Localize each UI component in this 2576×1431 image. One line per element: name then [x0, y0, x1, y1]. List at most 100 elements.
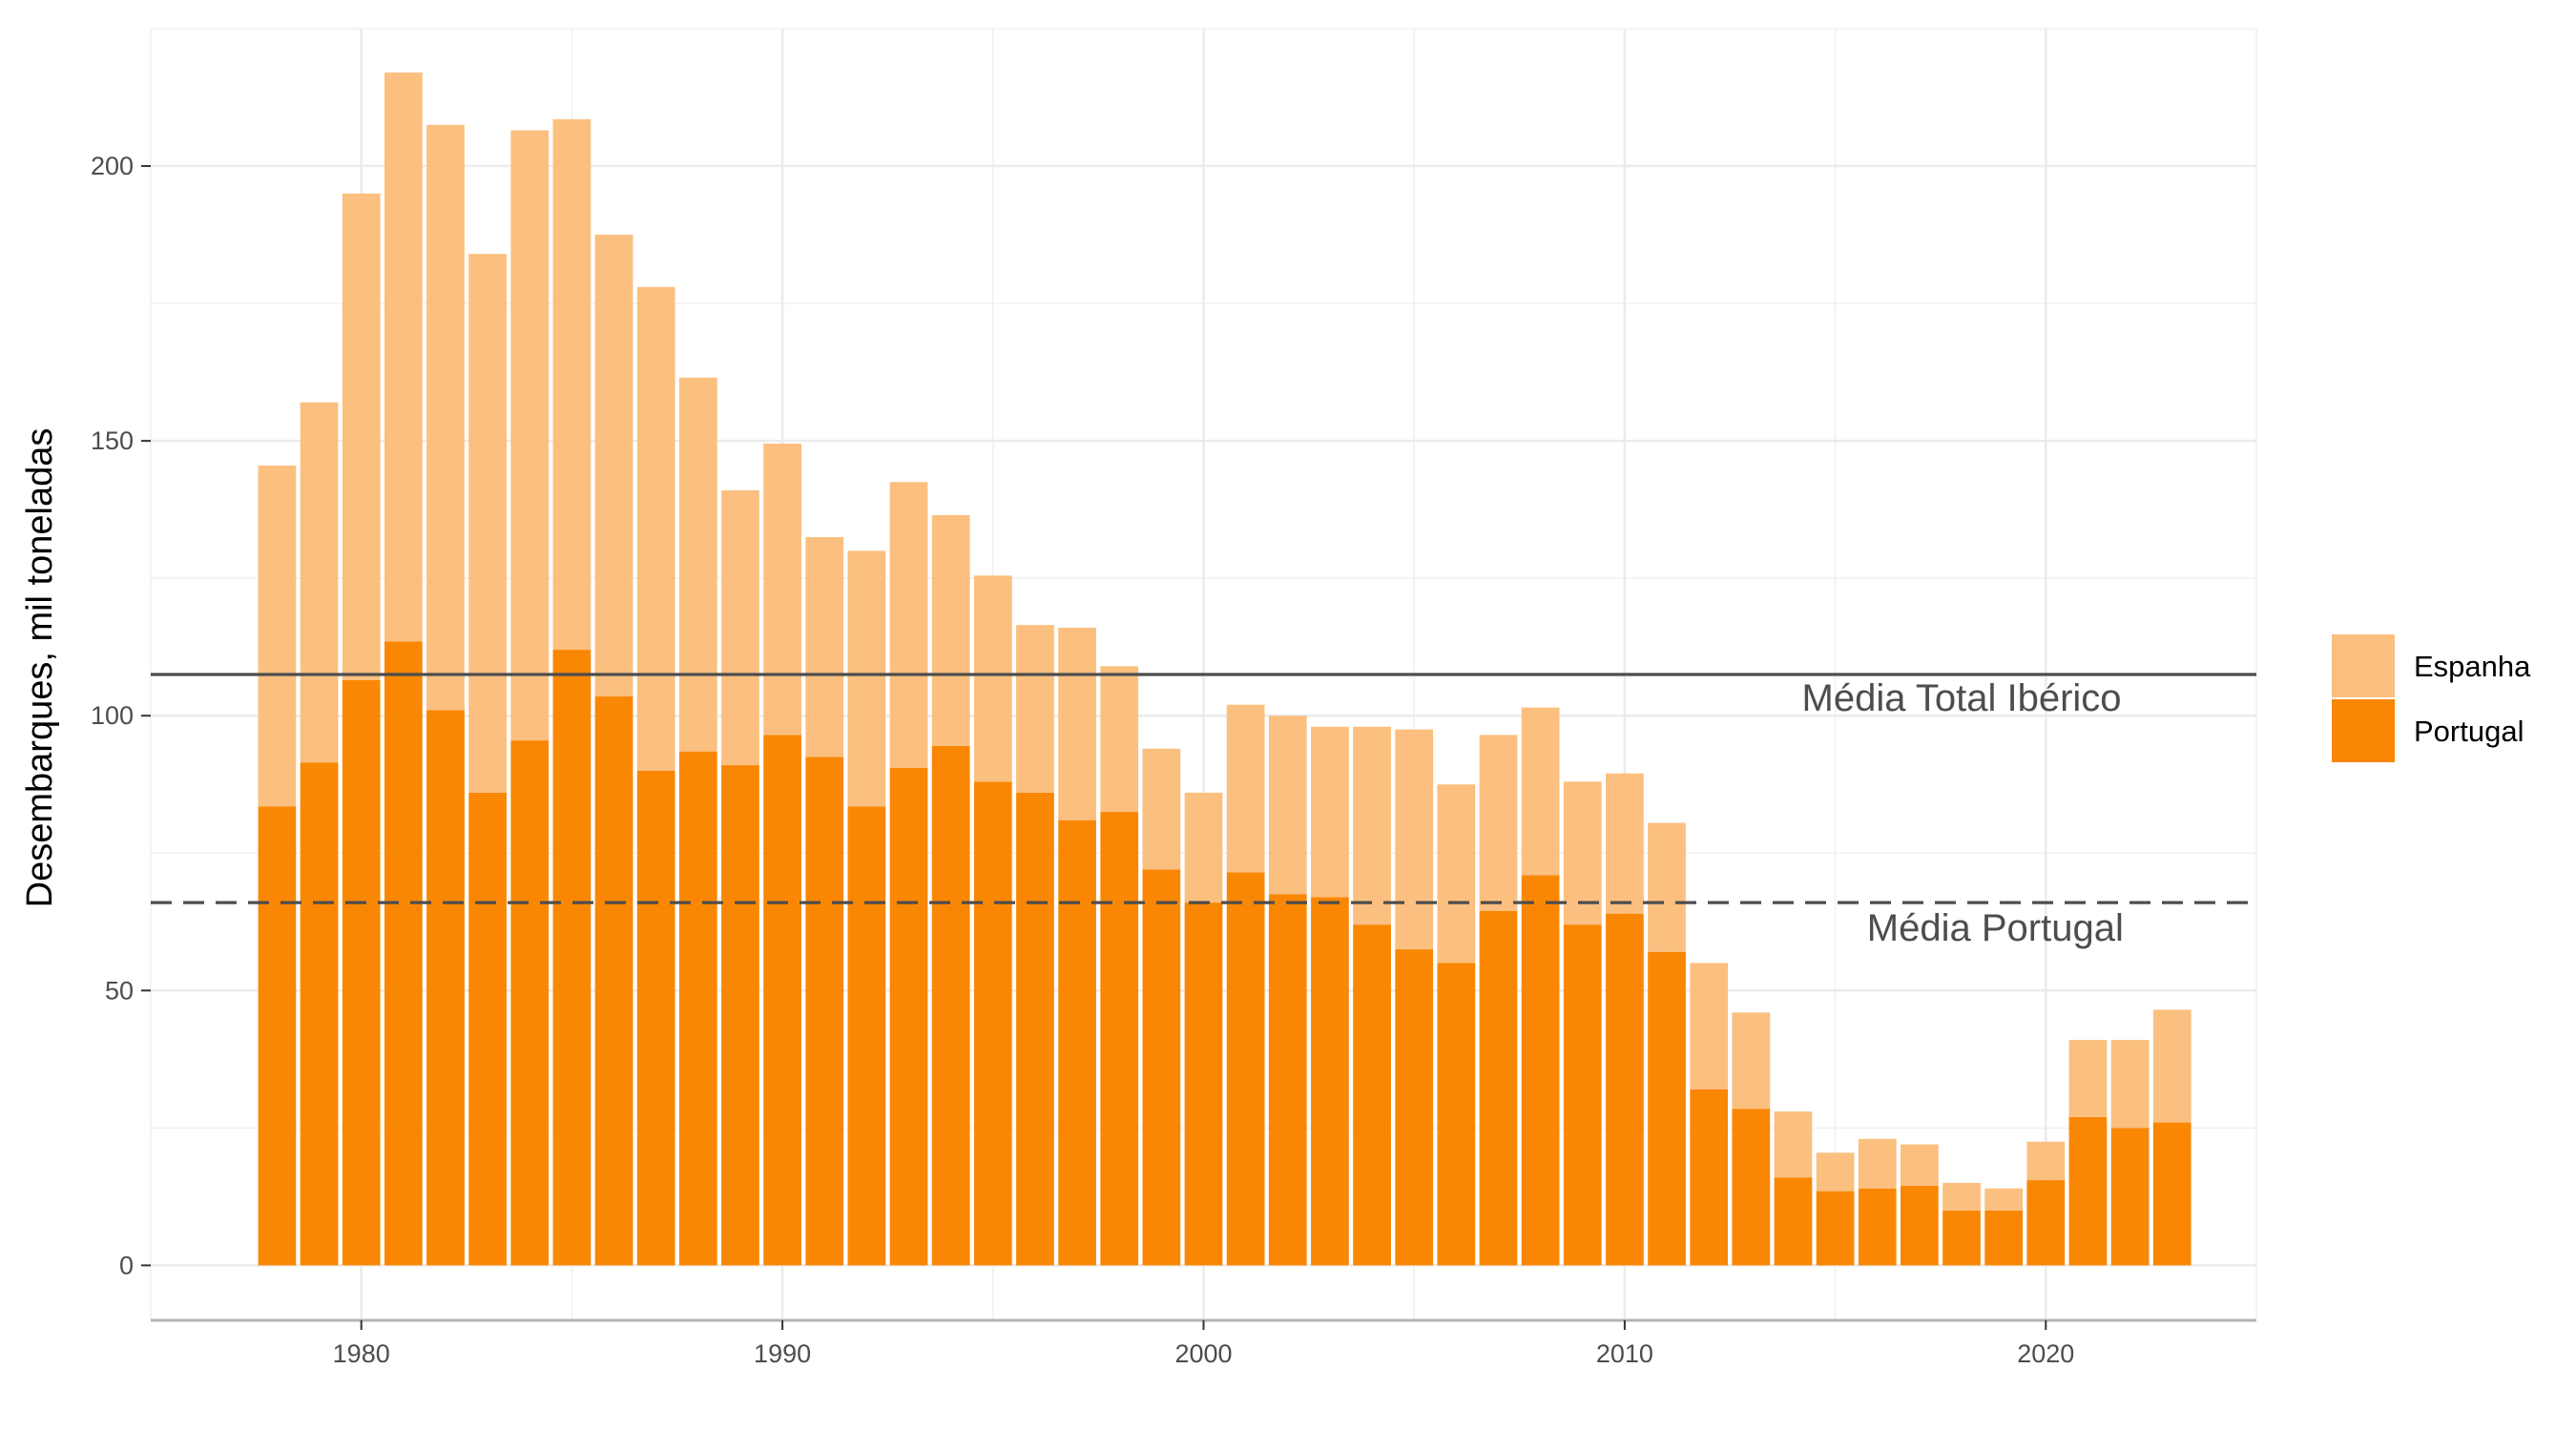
bar-portugal: [847, 806, 886, 1266]
bar-portugal: [1142, 869, 1181, 1266]
x-tick-label: 2000: [1174, 1339, 1232, 1368]
bar-espanha: [1816, 1152, 1855, 1192]
bar-portugal: [468, 792, 507, 1266]
bar-portugal: [721, 765, 759, 1266]
reference-lines: Média Total Ibérico Média Portugal: [151, 673, 2256, 949]
bar-portugal: [1774, 1177, 1813, 1266]
bar-espanha: [2152, 1009, 2192, 1123]
bar-espanha: [2110, 1040, 2150, 1129]
bar-portugal: [426, 710, 465, 1266]
x-tick-label: 2010: [1596, 1339, 1653, 1368]
bar-portugal: [594, 696, 634, 1266]
bar-espanha: [1142, 748, 1181, 870]
bar-espanha: [426, 124, 465, 711]
bar-espanha: [510, 130, 550, 741]
bar-portugal: [1984, 1210, 2024, 1266]
bar-espanha: [468, 254, 507, 793]
axes: 1980 1990 2000 2010 2020 0 50 100 150 200: [91, 152, 2256, 1368]
bar-portugal: [1563, 924, 1602, 1266]
reference-line-label: Média Total Ibérico: [1802, 677, 2122, 719]
bar-portugal: [973, 781, 1012, 1266]
bar-espanha: [1942, 1182, 1981, 1211]
bar-portugal: [1732, 1109, 1771, 1266]
bar-espanha: [1606, 773, 1644, 914]
bar-portugal: [1648, 951, 1686, 1266]
bar-portugal: [1311, 897, 1349, 1266]
y-axis-title: Desembarques, mil toneladas: [20, 428, 60, 908]
bar-espanha: [1437, 784, 1476, 964]
x-tick-label: 2020: [2017, 1339, 2074, 1368]
bar-espanha: [1100, 666, 1139, 813]
bar-espanha: [1311, 726, 1349, 898]
bar-espanha: [1648, 822, 1686, 952]
bar-espanha: [1690, 963, 1729, 1090]
bar-portugal: [2026, 1180, 2066, 1266]
bar-espanha: [1016, 625, 1054, 793]
bar-espanha: [721, 489, 759, 766]
legend: Espanha Portugal: [2332, 634, 2531, 762]
bar-portugal: [1901, 1185, 1939, 1266]
bar-espanha: [636, 286, 675, 771]
x-tick-label: 1980: [333, 1339, 390, 1368]
legend-key: [2332, 634, 2395, 697]
bar-portugal: [1268, 894, 1307, 1266]
bar-espanha: [1353, 726, 1391, 925]
bar-portugal: [2152, 1122, 2192, 1266]
bar-espanha: [1521, 707, 1560, 876]
bar-portugal: [1100, 812, 1139, 1266]
bar-espanha: [2068, 1040, 2108, 1117]
bar-portugal: [1690, 1089, 1729, 1266]
bar-espanha: [931, 514, 970, 746]
bar-espanha: [1732, 1012, 1771, 1110]
bar-espanha: [1268, 716, 1307, 895]
bar-espanha: [1901, 1144, 1939, 1186]
bar-portugal: [636, 770, 675, 1266]
y-tick-label: 100: [91, 701, 134, 730]
legend-label: Portugal: [2414, 715, 2524, 748]
bar-espanha: [384, 73, 423, 642]
bar-portugal: [1521, 875, 1560, 1266]
bar-portugal: [1479, 910, 1518, 1266]
bar-portugal: [1016, 792, 1054, 1266]
bar-portugal: [1058, 819, 1096, 1266]
bar-portugal: [300, 762, 339, 1266]
bar-espanha: [763, 444, 801, 736]
bar-espanha: [805, 536, 844, 757]
bar-espanha: [300, 402, 339, 763]
bar-portugal: [1606, 913, 1644, 1266]
bar-espanha: [1395, 729, 1434, 950]
bar-espanha: [1479, 735, 1518, 911]
bar-portugal: [2068, 1116, 2108, 1266]
bar-portugal: [384, 641, 423, 1266]
bar-espanha: [973, 575, 1012, 782]
bar-espanha: [1058, 628, 1096, 820]
bar-portugal: [510, 740, 550, 1266]
bar-portugal: [1437, 963, 1476, 1266]
bar-espanha: [594, 235, 634, 697]
bar-espanha: [342, 193, 381, 680]
bar-espanha: [552, 119, 592, 651]
bar-portugal: [1353, 924, 1391, 1266]
bar-espanha: [1184, 792, 1223, 903]
bar-espanha: [1563, 781, 1602, 925]
bar-portugal: [552, 650, 592, 1266]
bar-espanha: [678, 377, 717, 752]
bar-portugal: [1816, 1191, 1855, 1266]
legend-label: Espanha: [2414, 650, 2531, 683]
bar-portugal: [1942, 1210, 1981, 1266]
x-tick-label: 1990: [754, 1339, 811, 1368]
bar-espanha: [1774, 1111, 1813, 1178]
bar-portugal: [258, 806, 297, 1266]
bar-portugal: [678, 751, 717, 1266]
bar-portugal: [1858, 1188, 1897, 1266]
bar-espanha: [2026, 1141, 2066, 1181]
bar-portugal: [1226, 872, 1265, 1266]
bar-espanha: [1984, 1188, 2024, 1211]
bar-portugal: [931, 745, 970, 1266]
bar-espanha: [1858, 1138, 1897, 1189]
bar-espanha: [847, 550, 886, 807]
bars: [258, 73, 2192, 1266]
bar-portugal: [1395, 949, 1434, 1266]
bar-espanha: [889, 482, 928, 768]
